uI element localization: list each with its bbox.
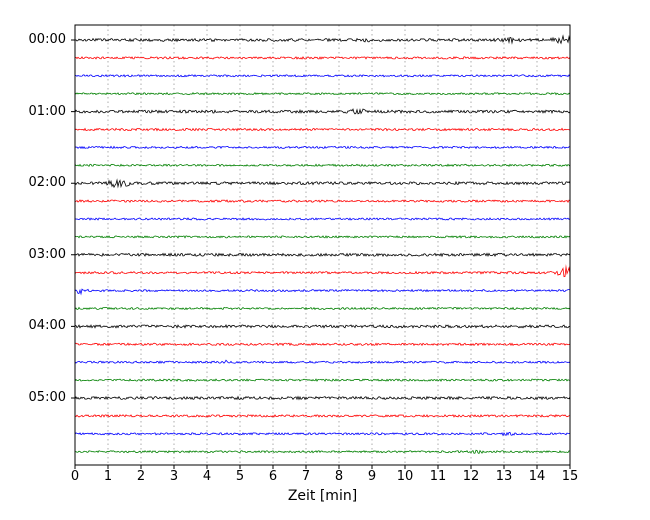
y-tick-label: 04:00 (28, 318, 66, 334)
x-tick-label: 0 (70, 469, 80, 484)
x-tick-label: 7 (301, 469, 311, 484)
y-tick-label: 01:00 (28, 103, 66, 119)
x-tick-label: 13 (495, 469, 513, 484)
x-tick-label: 3 (169, 469, 179, 484)
x-axis-label: Zeit [min] (287, 488, 358, 504)
x-tick-label: 5 (235, 469, 245, 484)
y-tick-label: 05:00 (28, 390, 66, 405)
x-tick-label: 12 (462, 469, 480, 484)
x-tick-label: 1 (103, 469, 113, 484)
x-tick-label: 6 (268, 469, 278, 484)
y-tick-label: 03:00 (28, 246, 66, 262)
y-tick-label: 00:00 (28, 32, 66, 47)
x-tick-label: 11 (429, 469, 447, 484)
x-tick-label: 4 (202, 469, 212, 484)
y-tick-label: 02:00 (28, 175, 66, 191)
x-tick-label: 15 (561, 469, 579, 484)
x-tick-label: 14 (528, 469, 546, 484)
x-tick-label: 10 (396, 469, 414, 484)
x-tick-label: 9 (367, 469, 377, 484)
x-tick-label: 2 (136, 469, 146, 484)
x-tick-label: 8 (334, 469, 344, 484)
